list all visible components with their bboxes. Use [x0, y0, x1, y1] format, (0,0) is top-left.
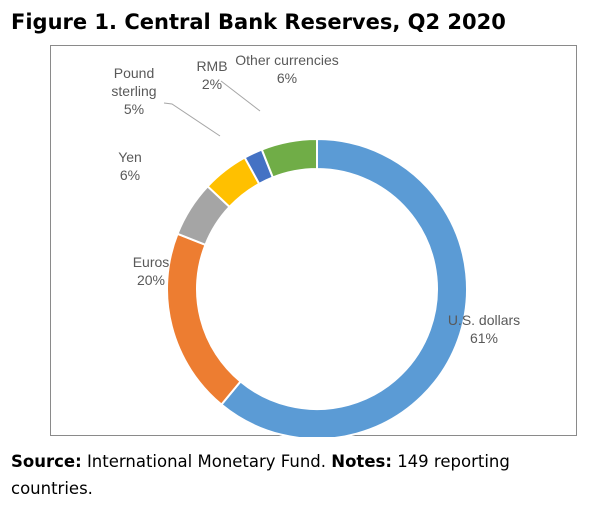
slice-label-u-s-dollars: U.S. dollars 61% [448, 312, 520, 346]
donut-chart: U.S. dollars 61% Euros 20% Yen 6% Pound sterlin… [111, 52, 520, 437]
slice-value-euros: 20% [137, 272, 165, 288]
notes-text: 149 reporting countries. [11, 452, 510, 498]
figure-title: Figure 1. Central Bank Reserves, Q2 2020 [11, 10, 506, 34]
slice-name-u-s-dollars: U.S. dollars [448, 312, 520, 328]
slice-label-rmb: RMB 2% [196, 58, 227, 92]
donut-slice-u-s-dollars [219, 137, 468, 437]
slice-name-rmb: RMB [196, 58, 227, 74]
slice-label-yen: Yen 6% [118, 149, 142, 183]
donut-slice-other-currencies [260, 137, 318, 179]
slice-name-pound-sterling: Pound [114, 65, 154, 81]
slice-value-yen: 6% [120, 167, 140, 183]
leader-line-rmb [220, 80, 261, 112]
notes-label: Notes: [331, 452, 392, 471]
slice-value-pound-sterling: 5% [124, 101, 144, 117]
slice-value-other-currencies: 6% [277, 70, 297, 86]
slice-value-rmb: 2% [202, 76, 222, 92]
slice-value-u-s-dollars: 61% [470, 330, 498, 346]
slice-name-other-currencies: Other currencies [235, 52, 338, 68]
slice-label-euros: Euros 20% [133, 254, 170, 288]
slice-label-pound-sterling: Pound sterling 5% [111, 65, 156, 117]
source-text: International Monetary Fund. [86, 452, 327, 471]
slice-name-pound-sterling: sterling [111, 83, 156, 99]
slice-name-euros: Euros [133, 254, 170, 270]
donut-slice-euros [166, 232, 242, 406]
slice-name-yen: Yen [118, 149, 142, 165]
source-label: Source: [11, 452, 82, 471]
leader-line-pound-sterling [163, 102, 221, 137]
chart-frame: U.S. dollars 61% Euros 20% Yen 6% Pound sterlin… [50, 45, 577, 437]
figure-footnote: Source: International Monetary Fund. Not… [11, 448, 571, 502]
slice-label-other-currencies: Other currencies 6% [235, 52, 338, 86]
